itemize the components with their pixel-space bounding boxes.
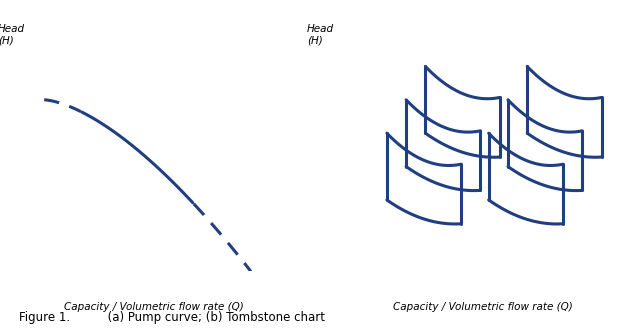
Text: Head
(H): Head (H) — [307, 24, 334, 45]
Text: Figure 1.          (a) Pump curve; (b) Tombstone chart: Figure 1. (a) Pump curve; (b) Tombstone … — [19, 311, 325, 324]
Text: Head
(H): Head (H) — [0, 24, 25, 45]
Text: Capacity / Volumetric flow rate (Q): Capacity / Volumetric flow rate (Q) — [64, 303, 243, 312]
Text: Capacity / Volumetric flow rate (Q): Capacity / Volumetric flow rate (Q) — [394, 303, 573, 312]
